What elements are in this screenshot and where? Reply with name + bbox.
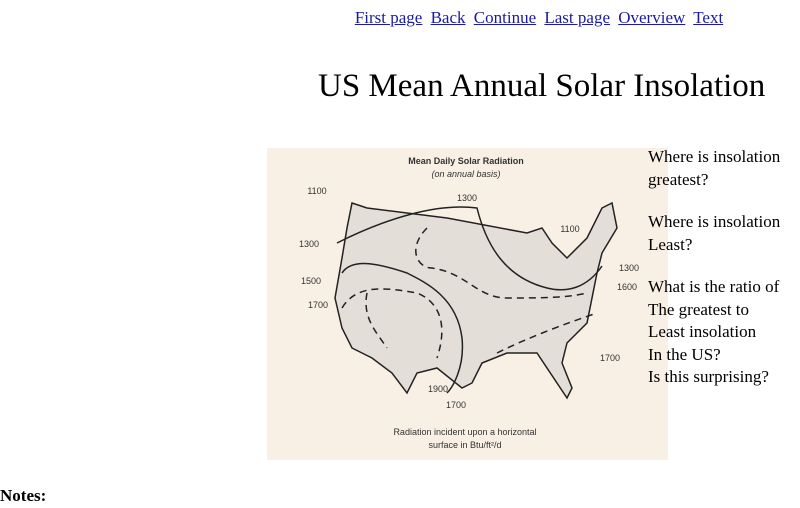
figure-text: 1300	[457, 193, 477, 203]
question-line: Where is insolation	[648, 147, 781, 166]
figure-text: 1100	[560, 224, 579, 234]
figure-text: 1600	[617, 282, 637, 292]
nav-link[interactable]: Overview	[618, 8, 686, 27]
question-line: The greatest to	[648, 299, 750, 319]
question: What is the ratio of The greatest to Least…	[648, 276, 780, 389]
figure-text: (on annual basis)	[431, 169, 500, 179]
figure-text: 1700	[600, 353, 620, 363]
question-line: In the US?	[648, 344, 721, 364]
nav-bar: First page Back Continue Last page Overv…	[0, 8, 800, 28]
figure-text: Radiation incident upon a horizontal	[393, 427, 536, 437]
notes-label: Notes:	[0, 486, 47, 505]
figure-text: 1700	[308, 300, 328, 310]
nav-link[interactable]: Continue	[473, 8, 537, 27]
question: Where is insolation greatest?	[648, 146, 780, 191]
question-line: Where is insolation	[648, 212, 781, 231]
question-line: Is this surprising?	[648, 367, 769, 386]
figure-text: 1900	[428, 384, 448, 394]
question-line: greatest?	[648, 169, 709, 189]
figure-text: Mean Daily Solar Radiation	[408, 156, 524, 166]
questions: Where is insolation greatest? Where is ins…	[648, 146, 780, 409]
figure-text: surface in Btu/ft²/d	[428, 440, 501, 450]
nav-link[interactable]: Text	[693, 8, 724, 27]
us-map	[334, 201, 618, 400]
figure: Mean Daily Solar Radiation (on annual bas…	[267, 148, 668, 460]
figure-text: 1100	[307, 186, 326, 196]
nav-link[interactable]: Last page	[544, 8, 610, 27]
figure-text: 1300	[299, 239, 319, 249]
figure-text: 1300	[619, 263, 639, 273]
nav-link[interactable]: First page	[354, 8, 423, 27]
nav-link[interactable]: Back	[430, 8, 466, 27]
question: Where is insolation Least?	[648, 211, 780, 256]
question-line: What is the ratio of	[648, 277, 780, 296]
contours	[336, 206, 603, 394]
slide-title: US Mean Annual Solar Insolation	[318, 68, 766, 104]
question-line: Least?	[648, 234, 693, 254]
question-line: Least insolation	[648, 322, 757, 341]
figure-text: 1700	[446, 400, 466, 410]
figure-text: 1500	[301, 276, 321, 286]
